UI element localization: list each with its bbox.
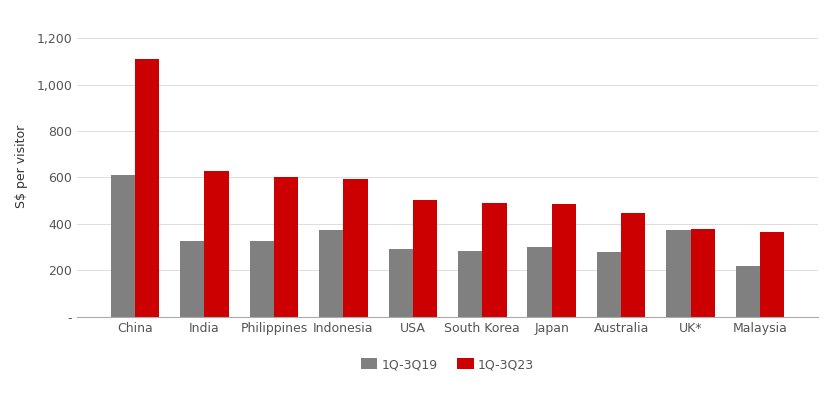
Bar bbox=[135, 59, 159, 317]
Bar bbox=[343, 178, 367, 317]
Bar bbox=[413, 200, 437, 317]
Bar bbox=[274, 178, 298, 317]
Bar bbox=[621, 214, 646, 317]
Bar bbox=[111, 175, 135, 317]
Legend: 1Q-3Q19, 1Q-3Q23: 1Q-3Q19, 1Q-3Q23 bbox=[356, 354, 539, 377]
Bar bbox=[551, 204, 576, 317]
Bar bbox=[180, 241, 204, 317]
Bar bbox=[760, 232, 785, 317]
Y-axis label: S$ per visitor: S$ per visitor bbox=[15, 124, 28, 208]
Bar bbox=[458, 251, 482, 317]
Bar bbox=[691, 229, 715, 317]
Bar bbox=[388, 249, 413, 317]
Bar bbox=[596, 252, 621, 317]
Bar bbox=[204, 171, 229, 317]
Bar bbox=[482, 203, 506, 317]
Bar bbox=[527, 247, 551, 317]
Bar bbox=[736, 266, 760, 317]
Bar bbox=[319, 230, 343, 317]
Bar bbox=[666, 230, 691, 317]
Bar bbox=[250, 241, 274, 317]
